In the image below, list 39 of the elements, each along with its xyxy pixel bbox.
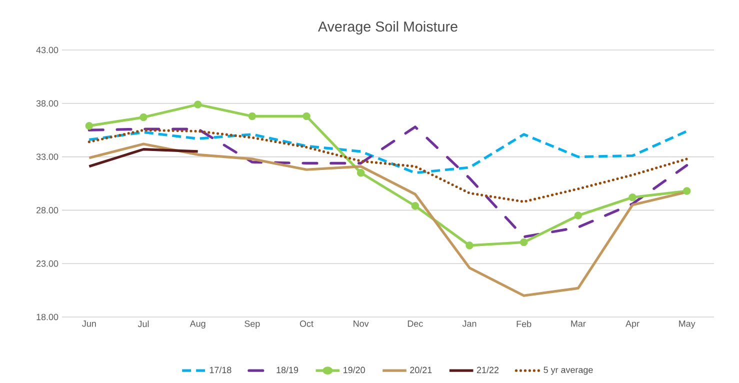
- chart-title: Average Soil Moisture: [318, 21, 458, 35]
- point: [356, 168, 365, 177]
- point: [682, 187, 691, 195]
- legend-label: 5 yr average: [544, 366, 593, 375]
- y-tick-label: 28.00: [36, 207, 58, 214]
- y-tick-label: 18.00: [36, 314, 58, 320]
- x-tick-label: Jul: [138, 320, 149, 328]
- y-tick-label: 43.00: [36, 46, 58, 54]
- y-tick-label: 33.00: [36, 154, 58, 160]
- legend-label: 19/20: [344, 366, 365, 374]
- point: [411, 202, 420, 210]
- x-tick-label: Jan: [462, 320, 476, 327]
- x-tick-label: Sep: [244, 320, 260, 329]
- x-tick-label: Apr: [626, 320, 640, 329]
- x-tick-label: Oct: [300, 320, 314, 327]
- x-tick-label: Nov: [354, 320, 369, 327]
- x-tick-label: Jun: [82, 320, 96, 327]
- y-tick-label: 23.00: [36, 260, 58, 267]
- x-tick-label: Aug: [190, 320, 206, 329]
- x-tick-label: Dec: [408, 320, 423, 327]
- x-tick-label: May: [679, 320, 696, 329]
- point: [520, 238, 528, 246]
- point: [140, 113, 148, 122]
- point: [466, 242, 474, 250]
- line-series: [88, 130, 688, 174]
- line-series: [88, 128, 688, 203]
- legend-label: 18/19: [276, 366, 298, 374]
- legend-label: 21/22: [476, 366, 498, 374]
- point: [248, 112, 256, 120]
- point: [302, 112, 310, 120]
- legend-label: 20/21: [410, 366, 432, 374]
- point: [194, 100, 202, 108]
- y-tick-label: 38.00: [36, 100, 58, 107]
- point: [85, 122, 94, 130]
- point: [628, 194, 636, 202]
- point: [574, 212, 582, 220]
- x-tick-label: Mar: [571, 320, 586, 327]
- x-tick-label: Feb: [516, 320, 532, 328]
- legend-label: 17/18: [210, 366, 232, 374]
